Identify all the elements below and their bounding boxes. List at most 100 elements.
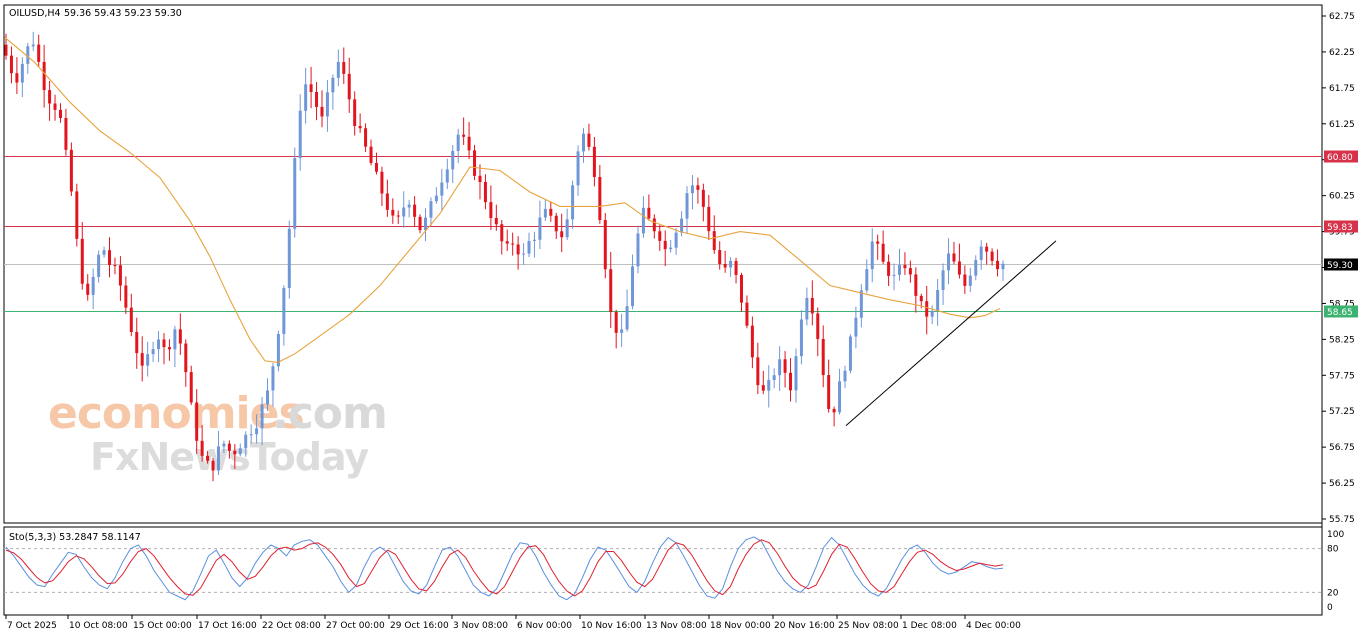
- time-tick-label: 29 Oct 16:00: [390, 621, 449, 631]
- candle: [538, 200, 542, 250]
- candle: [663, 230, 667, 267]
- time-tick-label: 13 Nov 08:00: [646, 621, 707, 631]
- ascending-trendline: [845, 240, 1057, 426]
- price-tick-label: 61.75: [1329, 84, 1355, 94]
- candle: [97, 250, 101, 283]
- candle: [418, 214, 422, 234]
- candle: [151, 341, 155, 362]
- candle: [320, 90, 324, 128]
- candle: [827, 359, 831, 413]
- candle: [347, 57, 351, 113]
- candle: [761, 370, 765, 395]
- candle: [413, 196, 417, 228]
- candle: [75, 183, 79, 247]
- candle: [609, 251, 613, 328]
- watermark-economies: economies: [48, 388, 304, 439]
- time-tick-label: 17 Oct 16:00: [198, 621, 257, 631]
- time-tick-label: 7 Oct 2025: [7, 621, 57, 631]
- candle: [734, 257, 738, 284]
- candle: [592, 136, 596, 187]
- candle: [244, 431, 248, 457]
- candle: [374, 152, 378, 175]
- price-tick-label: 57.25: [1329, 407, 1355, 417]
- candle: [990, 248, 994, 266]
- candle: [178, 313, 182, 355]
- candle: [64, 108, 68, 156]
- price-tick-label: 62.25: [1329, 48, 1355, 58]
- candle: [336, 49, 340, 87]
- candle: [647, 194, 651, 221]
- candle: [140, 336, 144, 382]
- candle: [952, 241, 956, 265]
- candle: [260, 397, 264, 446]
- candle: [821, 325, 825, 388]
- candle: [407, 199, 411, 218]
- level-tag-resistance: [1324, 220, 1358, 233]
- time-tick-label: 4 Dec 00:00: [966, 621, 1021, 631]
- candle: [505, 229, 509, 251]
- candle: [146, 341, 150, 377]
- candle: [511, 232, 515, 256]
- level-tag-current: [1324, 258, 1358, 271]
- candle: [620, 313, 624, 347]
- candle: [9, 46, 13, 84]
- candle: [658, 225, 662, 251]
- candlestick-series: [4, 31, 1005, 482]
- candle: [870, 228, 874, 283]
- candle: [69, 142, 73, 197]
- level-price-tags: 60.80 59.83 59.30 58.65: [1324, 150, 1358, 318]
- candle: [211, 458, 215, 482]
- candle: [255, 414, 259, 444]
- candle: [903, 252, 907, 275]
- candle: [974, 255, 978, 281]
- candle: [266, 378, 270, 411]
- candle: [462, 117, 466, 145]
- candle: [690, 175, 694, 210]
- candle: [587, 123, 591, 151]
- candle: [293, 147, 297, 238]
- stoch-tick-label: 20: [1327, 588, 1339, 598]
- candle: [996, 249, 1000, 277]
- candle: [739, 272, 743, 312]
- candle: [157, 331, 161, 363]
- candle: [173, 325, 177, 368]
- candle: [636, 225, 640, 274]
- watermark-dotcom: .com: [272, 388, 387, 439]
- candle: [31, 31, 35, 51]
- candle: [729, 257, 733, 277]
- candle: [696, 177, 700, 204]
- candle: [750, 316, 754, 369]
- candle: [287, 220, 291, 299]
- candle: [434, 187, 438, 204]
- candle: [816, 307, 820, 357]
- candle: [124, 276, 128, 314]
- candle: [86, 274, 90, 301]
- candle: [80, 222, 84, 290]
- price-tick-label: 61.25: [1329, 120, 1355, 130]
- candle: [963, 265, 967, 294]
- symbol-label: OILUSD,H4: [9, 8, 61, 19]
- candle: [467, 121, 471, 160]
- candle: [500, 219, 504, 255]
- candle: [783, 351, 787, 388]
- candle: [494, 204, 498, 231]
- candle: [364, 123, 368, 152]
- candle: [315, 81, 319, 121]
- candle: [925, 285, 929, 335]
- time-tick-label: 22 Oct 08:00: [262, 621, 321, 631]
- candle: [652, 214, 656, 239]
- candle: [560, 213, 564, 253]
- candle: [118, 256, 122, 301]
- level-tag-label: 59.30: [1327, 261, 1353, 271]
- candle: [276, 330, 280, 372]
- candle: [325, 80, 329, 132]
- candle: [167, 339, 171, 361]
- candle: [304, 67, 308, 124]
- candle: [1001, 260, 1005, 281]
- candle: [876, 234, 880, 260]
- time-tick-label: 27 Oct 00:00: [326, 621, 385, 631]
- candle: [838, 368, 842, 415]
- time-tick-label: 6 Nov 00:00: [517, 621, 572, 631]
- candle: [58, 103, 62, 123]
- candle: [26, 42, 30, 74]
